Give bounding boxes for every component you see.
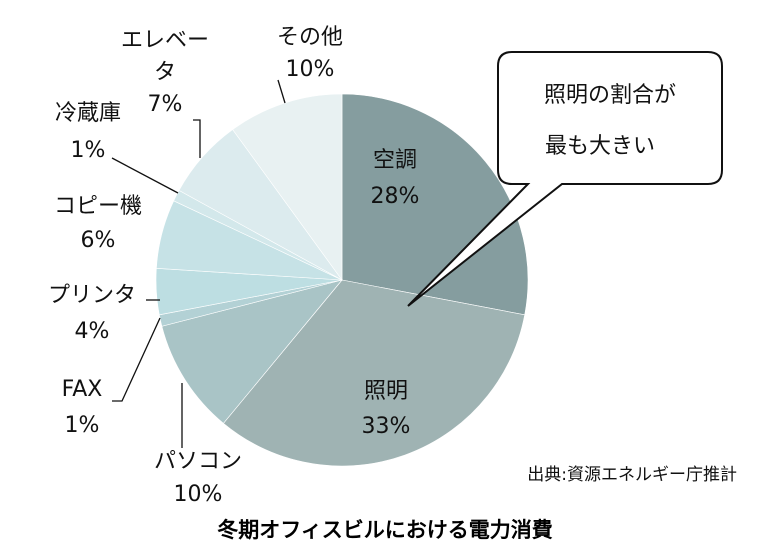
source-note: 出典:資源エネルギー庁推計 [527, 465, 737, 485]
leader-line-refrigerator [111, 157, 179, 194]
label-refrigerator-name: 冷蔵庫 [55, 101, 121, 126]
label-aircon-pct: 28% [371, 184, 420, 209]
label-lighting-pct: 33% [362, 414, 411, 439]
pie-slice-1 [223, 279, 526, 467]
leader-line-other [277, 79, 286, 104]
pie-slice-0 [341, 93, 529, 316]
leader-lines [111, 79, 286, 448]
label-fax-pct: 1% [65, 413, 100, 438]
label-pc-name: パソコン [154, 449, 242, 474]
label-pc-pct: 10% [174, 482, 223, 507]
leader-line-fax [112, 317, 161, 402]
label-lighting-name: 照明 [364, 379, 408, 404]
callout-line-1: 照明の割合が [544, 83, 676, 108]
callout-bubble [407, 51, 723, 307]
chart-title: 冬期オフィスビルにおける電力消費 [217, 518, 553, 542]
label-elevator-name-1: エレベー [121, 28, 209, 53]
leader-line-elevator [193, 119, 201, 158]
callout-line-2: 最も大きい [545, 134, 655, 159]
label-elevator-name-2: タ [154, 60, 176, 85]
label-refrigerator-pct: 1% [71, 138, 106, 163]
label-copier-name: コピー機 [54, 194, 142, 219]
label-fax-name: FAX [62, 377, 103, 402]
label-elevator-pct: 7% [148, 92, 183, 117]
label-aircon-name: 空調 [373, 148, 417, 173]
label-printer-name: プリンタ [48, 283, 136, 308]
label-other-name: その他 [277, 25, 343, 50]
pie-slice-8 [232, 93, 343, 281]
label-copier-pct: 6% [81, 228, 116, 253]
pie-slices [155, 93, 529, 467]
pie-slice-2 [161, 279, 343, 424]
label-printer-pct: 4% [75, 319, 110, 344]
label-other-pct: 10% [286, 57, 335, 82]
